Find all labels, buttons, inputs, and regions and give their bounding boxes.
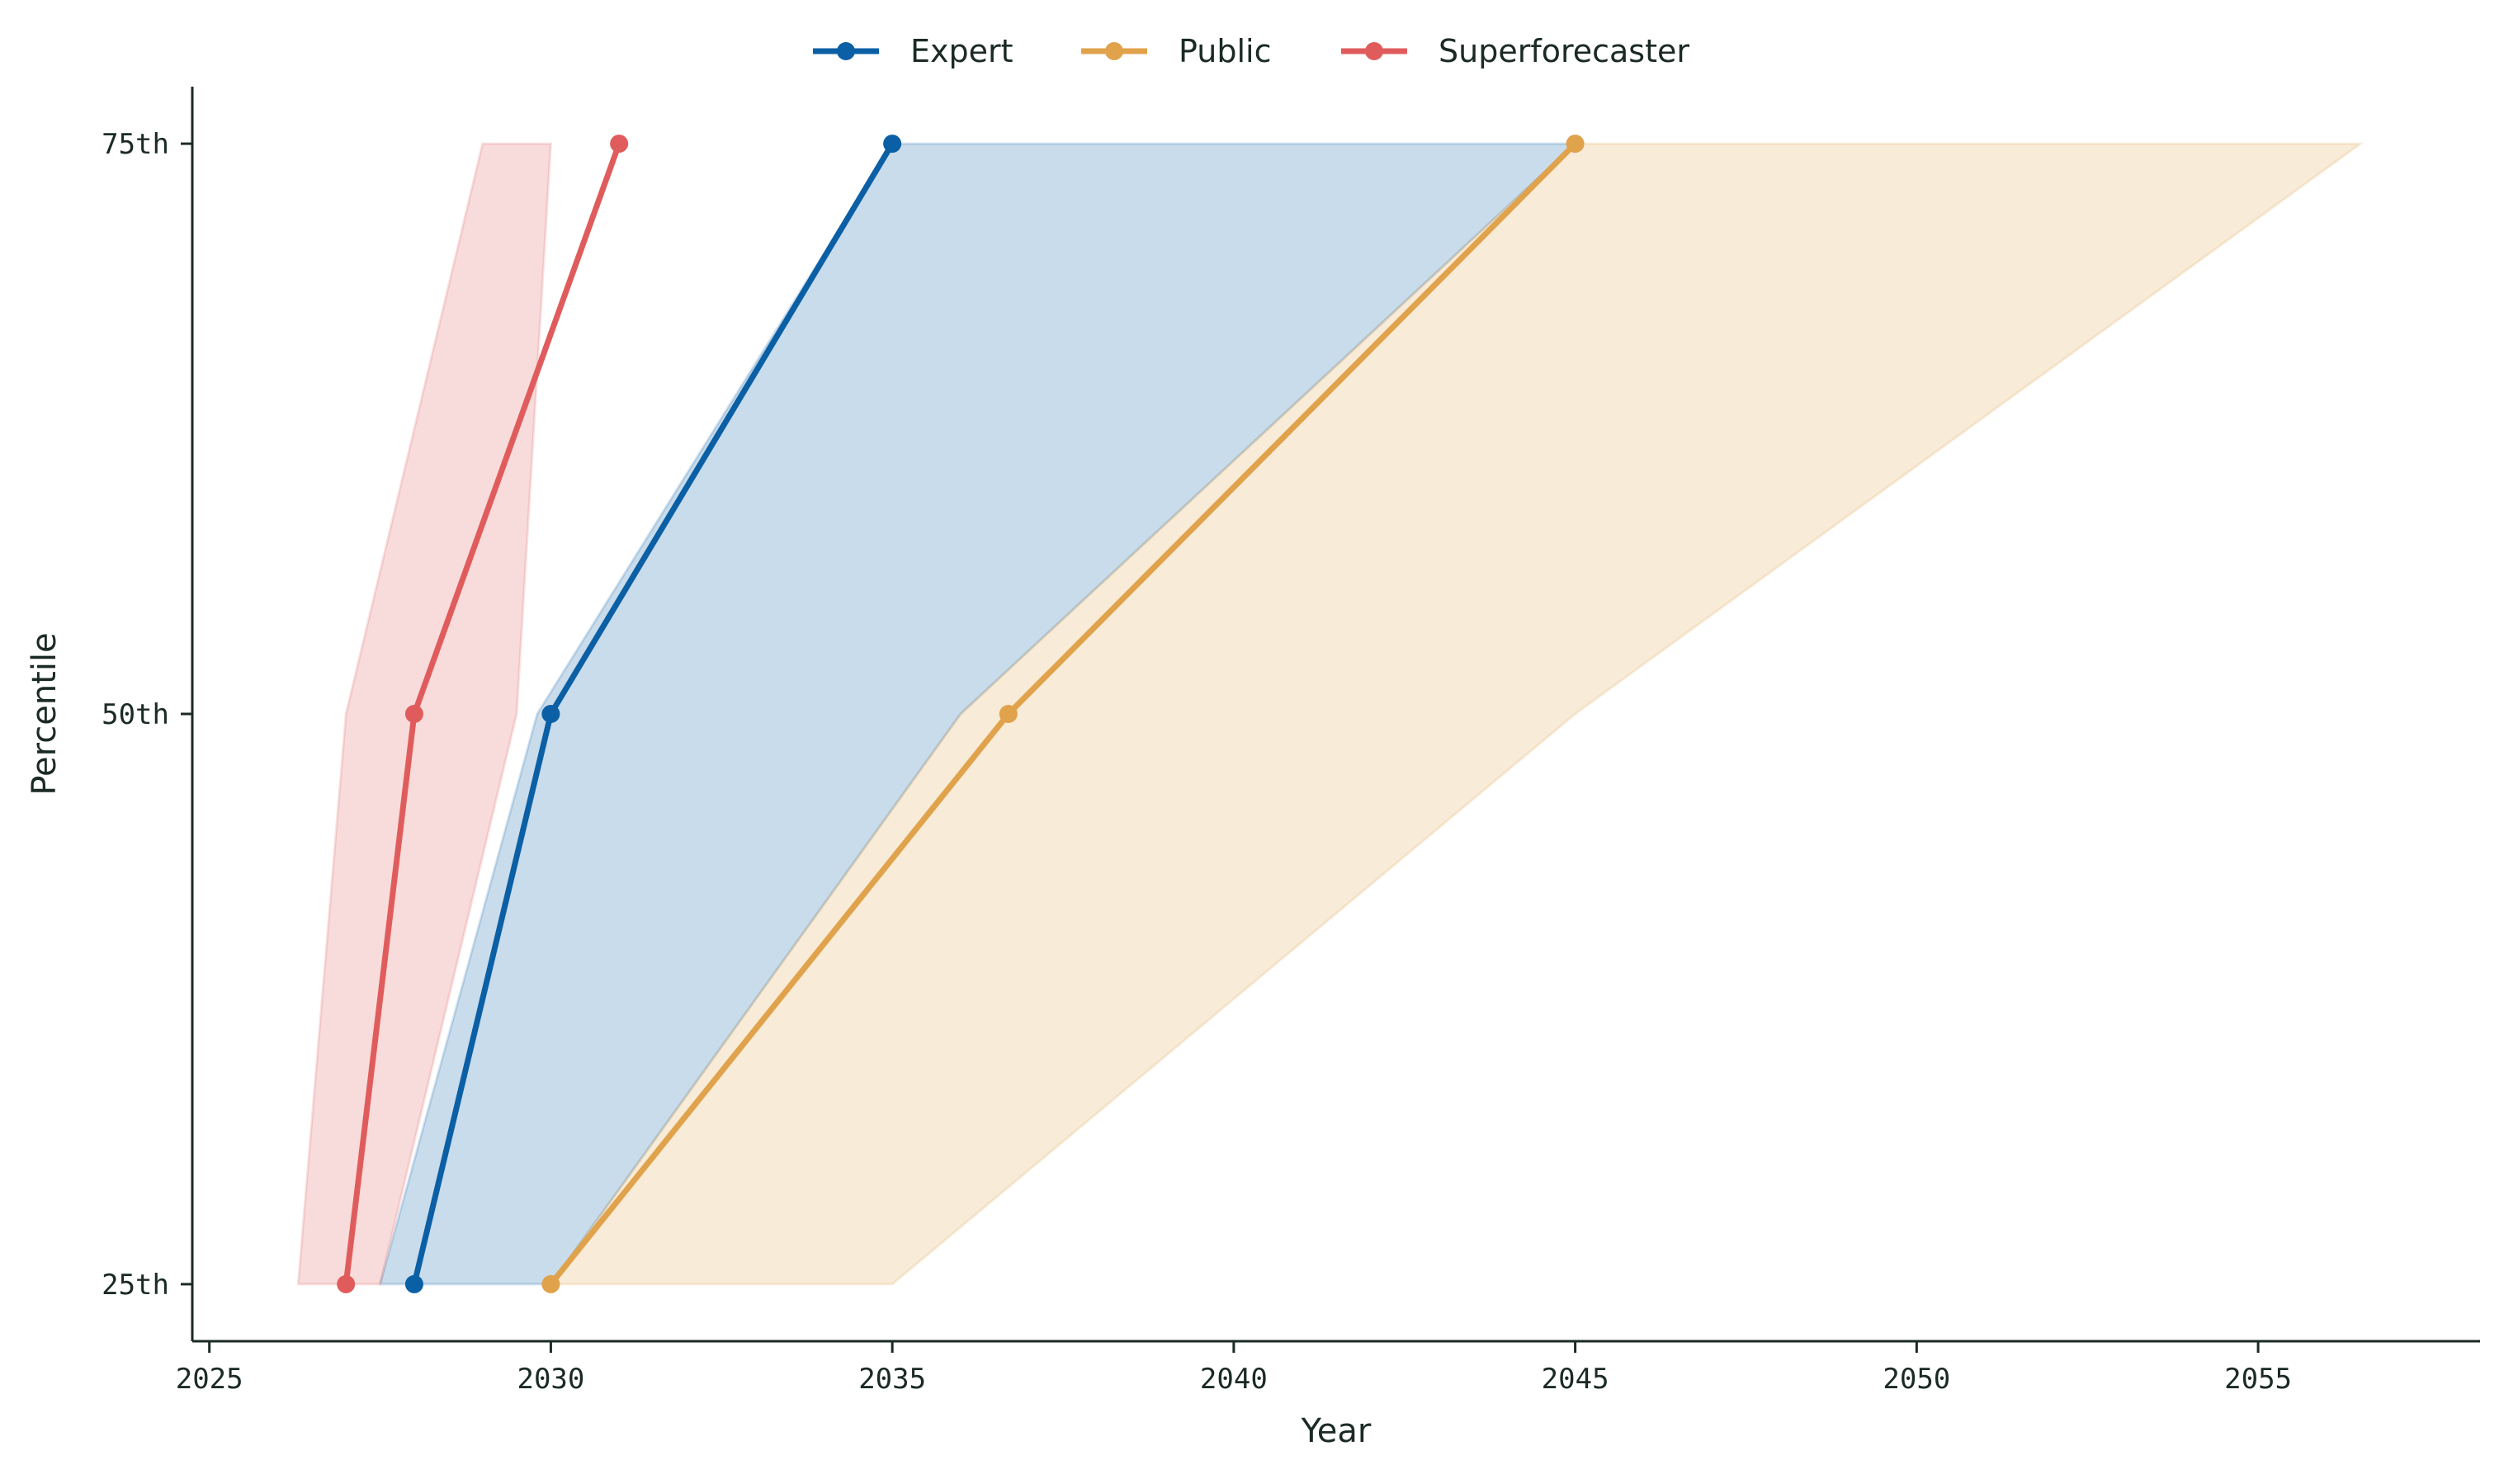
legend-label-expert: Expert	[910, 33, 1013, 69]
public-point-1	[999, 705, 1018, 723]
lines-layer	[337, 135, 1585, 1293]
x-ticks: 2025 2030 2035 2040 2045 2050 2055	[176, 1341, 2292, 1396]
x-tick-label-2030: 2030	[517, 1363, 584, 1396]
expert-point-1	[541, 705, 560, 723]
y-tick-label-75th: 75th	[102, 128, 169, 161]
expert-point-2	[883, 135, 902, 154]
public-point-2	[1566, 135, 1585, 154]
legend-label-superforecaster: Superforecaster	[1439, 33, 1689, 69]
x-tick-label-2055: 2055	[2224, 1363, 2292, 1396]
x-axis-label: Year	[1301, 1412, 1372, 1450]
superforecaster-point-0	[337, 1274, 356, 1293]
x-tick-label-2050: 2050	[1883, 1363, 1950, 1396]
superforecaster-point-1	[404, 705, 423, 723]
legend-entry-public: Public	[1081, 33, 1271, 69]
x-tick-label-2025: 2025	[176, 1363, 243, 1396]
legend-entry-expert: Expert	[813, 33, 1013, 69]
legend-label-public: Public	[1179, 33, 1271, 69]
superforecaster-band	[296, 142, 553, 1286]
y-axis-label: Percentile	[26, 632, 64, 795]
y-tick-label-25th: 25th	[102, 1269, 169, 1302]
legend-entry-superforecaster: Superforecaster	[1341, 33, 1689, 69]
public-point-0	[541, 1274, 560, 1293]
x-tick-label-2035: 2035	[858, 1363, 926, 1396]
x-tick-label-2045: 2045	[1542, 1363, 1609, 1396]
legend-marker-expert	[837, 42, 855, 60]
superforecaster-point-2	[610, 135, 629, 154]
y-tick-label-50th: 50th	[102, 698, 169, 731]
x-tick-label-2040: 2040	[1200, 1363, 1268, 1396]
legend-marker-superforecaster	[1365, 42, 1383, 60]
y-ticks: 25th 50th 75th	[102, 128, 192, 1302]
public-band	[548, 142, 2365, 1286]
legend: Expert Public Superforecaster	[813, 33, 1689, 69]
bands-layer	[296, 142, 2365, 1286]
legend-marker-public	[1105, 42, 1123, 60]
expert-point-0	[404, 1274, 423, 1293]
